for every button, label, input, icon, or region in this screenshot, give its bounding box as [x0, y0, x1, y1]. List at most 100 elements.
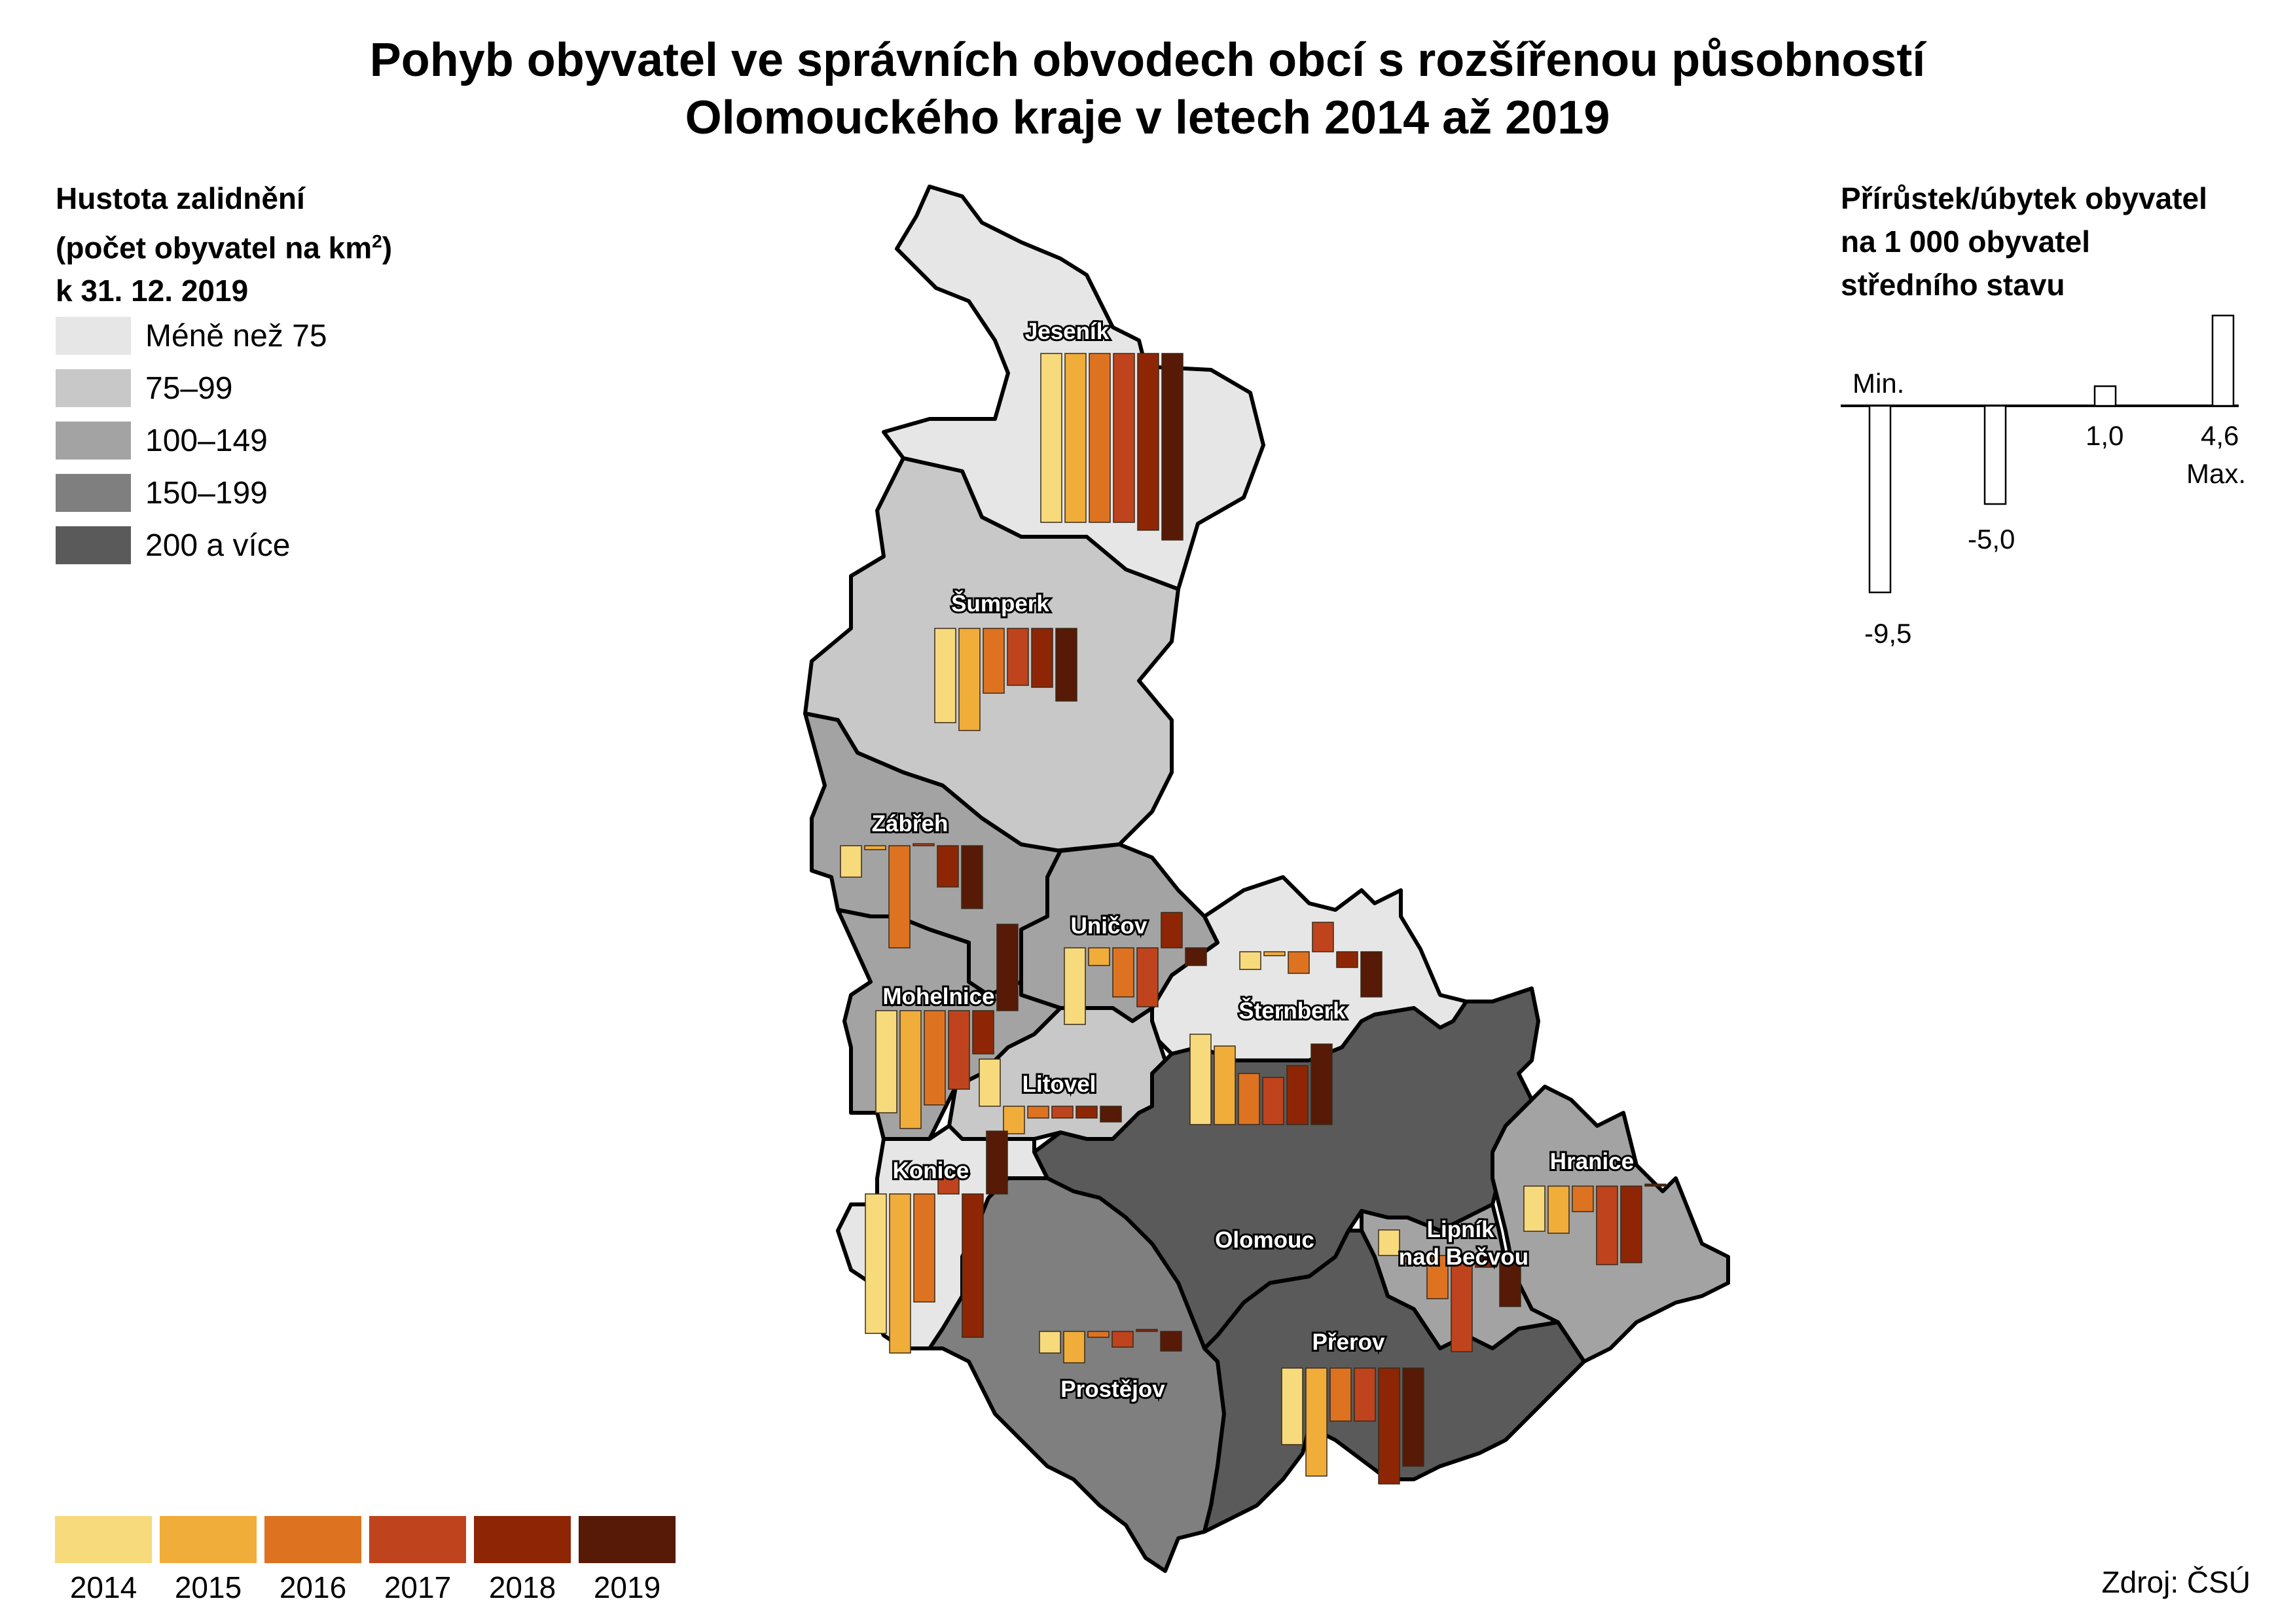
bar-mohelnice-2014 [875, 1010, 897, 1113]
region-prostejov[interactable] [928, 1176, 1226, 1573]
density-legend-unit-exponent: 2 [372, 231, 382, 251]
bar-konice-2015 [889, 1193, 911, 1354]
density-legend-line-2: (počet obyvatel na km2) [56, 220, 392, 269]
bar-lipnik-2015 [1402, 1255, 1424, 1264]
region-label-lipnik-line-2: nad Bečvou [1399, 1244, 1528, 1270]
year-label: 2016 [279, 1570, 347, 1604]
map-title: Pohyb obyvatel ve správních obvodech obc… [0, 31, 2295, 147]
scale-bar [1983, 405, 2007, 505]
region-label-litovel: Litovel [1022, 1072, 1096, 1097]
source-note: Zdroj: ČSÚ [2101, 1565, 2250, 1599]
bar-jesenik-2019 [1161, 353, 1184, 541]
bar-prostejov-2016 [1087, 1331, 1110, 1338]
bar-mohelnice-2019 [996, 924, 1019, 1011]
region-label-olomouc: Olomouc [1215, 1227, 1314, 1253]
bar-mohelnice-2015 [899, 1010, 922, 1129]
region-label-sternberk: Šternberk [1238, 998, 1346, 1024]
year-swatch [369, 1516, 466, 1563]
year-label: 2019 [593, 1570, 661, 1604]
bar-jesenik-2015 [1064, 353, 1087, 523]
bar-hranice-2017 [1596, 1185, 1618, 1265]
title-line-1: Pohyb obyvatel ve správních obvodech obc… [369, 34, 1926, 86]
bar-lipnik-2016 [1426, 1255, 1449, 1299]
bar-sternberk-2017 [1312, 922, 1334, 952]
bar-prostejov-2018 [1136, 1329, 1158, 1332]
bar-prerov-2016 [1329, 1367, 1352, 1422]
region-label-konice: Konice [893, 1158, 969, 1183]
bar-lipnik-2014 [1378, 1229, 1400, 1256]
bar-zabreh-2015 [864, 845, 886, 850]
bar-zabreh-2014 [840, 845, 862, 878]
scale-value-label: -9,5 [1864, 618, 1912, 649]
region-label-sumperk: Šumperk [951, 590, 1049, 617]
bar-litovel-2018 [1075, 1106, 1098, 1119]
region-label-unicov: Uničov [1071, 913, 1148, 939]
density-legend-item: Méně než 75 [56, 317, 327, 355]
scale-value-label: 4,6 [2201, 420, 2239, 451]
bar-unicov-2018 [1161, 912, 1183, 948]
density-legend-item: 150–199 [56, 474, 268, 512]
year-label: 2017 [384, 1570, 452, 1604]
scale-min-label: Min. [1852, 368, 1905, 399]
bar-lipnik-2017 [1451, 1255, 1473, 1352]
density-legend-item: 200 a více [56, 526, 290, 564]
bar-prostejov-2015 [1063, 1331, 1085, 1363]
change-legend-line-2: na 1 000 obyvatel [1841, 225, 2090, 259]
bar-hranice-2018 [1620, 1185, 1642, 1263]
bar-konice-2016 [913, 1193, 935, 1303]
bar-litovel-2017 [1051, 1106, 1074, 1119]
region-label-prostejov: Prostějov [1060, 1377, 1165, 1402]
scale-value-label: 1,0 [2086, 420, 2124, 451]
density-label: 100–149 [145, 423, 268, 458]
bar-prerov-2017 [1354, 1367, 1376, 1422]
density-label: 75–99 [145, 370, 233, 406]
bar-jesenik-2016 [1089, 353, 1111, 523]
density-swatch [56, 526, 131, 564]
bar-prerov-2015 [1305, 1367, 1328, 1477]
bar-hranice-2014 [1523, 1185, 1545, 1232]
scale-value-label: -5,0 [1968, 524, 2015, 554]
bar-prostejov-2019 [1160, 1331, 1182, 1352]
year-swatch [264, 1516, 361, 1563]
year-swatch [474, 1516, 571, 1563]
region-label-lipnik-line-1: Lipník [1427, 1217, 1495, 1242]
bar-prostejov-2017 [1111, 1331, 1134, 1348]
year-swatch [579, 1516, 676, 1563]
bar-lipnik-2019 [1499, 1255, 1521, 1307]
bar-sumperk-2014 [934, 628, 956, 723]
bar-prostejov-2014 [1039, 1331, 1061, 1354]
year-swatch [160, 1516, 257, 1563]
bar-olomouc-2017 [1262, 1077, 1284, 1125]
density-label: 150–199 [145, 475, 268, 511]
change-scale-graphic [1841, 314, 2239, 594]
scale-bar [2211, 314, 2235, 407]
bar-sternberk-2018 [1336, 951, 1358, 968]
region-label-jesenik: Jeseník [1025, 319, 1110, 344]
bar-prerov-2019 [1402, 1367, 1424, 1467]
year-label: 2018 [488, 1570, 556, 1604]
bar-unicov-2016 [1112, 947, 1134, 998]
bar-litovel-2014 [979, 1058, 1001, 1107]
region-label-prerov: Přerov [1312, 1329, 1385, 1355]
region-label-hranice: Hranice [1550, 1149, 1634, 1174]
bar-zabreh-2018 [937, 845, 959, 888]
density-legend-line-3: k 31. 12. 2019 [56, 274, 249, 308]
bar-sumperk-2019 [1055, 628, 1077, 702]
density-legend-title: Hustota zalidnění (počet obyvatel na km2… [56, 177, 392, 312]
year-label: 2014 [69, 1570, 137, 1604]
bar-olomouc-2015 [1214, 1045, 1236, 1125]
bar-jesenik-2014 [1040, 353, 1062, 523]
bar-prerov-2018 [1378, 1367, 1400, 1485]
bar-jesenik-2017 [1113, 353, 1135, 523]
bar-mohelnice-2017 [948, 1010, 970, 1090]
bar-sumperk-2017 [1007, 628, 1029, 686]
bar-sternberk-2014 [1239, 951, 1261, 970]
bar-konice-2014 [865, 1193, 887, 1334]
region-label-lipnik: Lipník nad Bečvou [1399, 1217, 1528, 1270]
region-label-mohelnice: Mohelnice [882, 984, 994, 1009]
region-bars [840, 353, 1667, 1485]
year-swatch [55, 1516, 152, 1563]
bar-hranice-2019 [1644, 1183, 1667, 1187]
bar-hranice-2016 [1572, 1185, 1594, 1212]
